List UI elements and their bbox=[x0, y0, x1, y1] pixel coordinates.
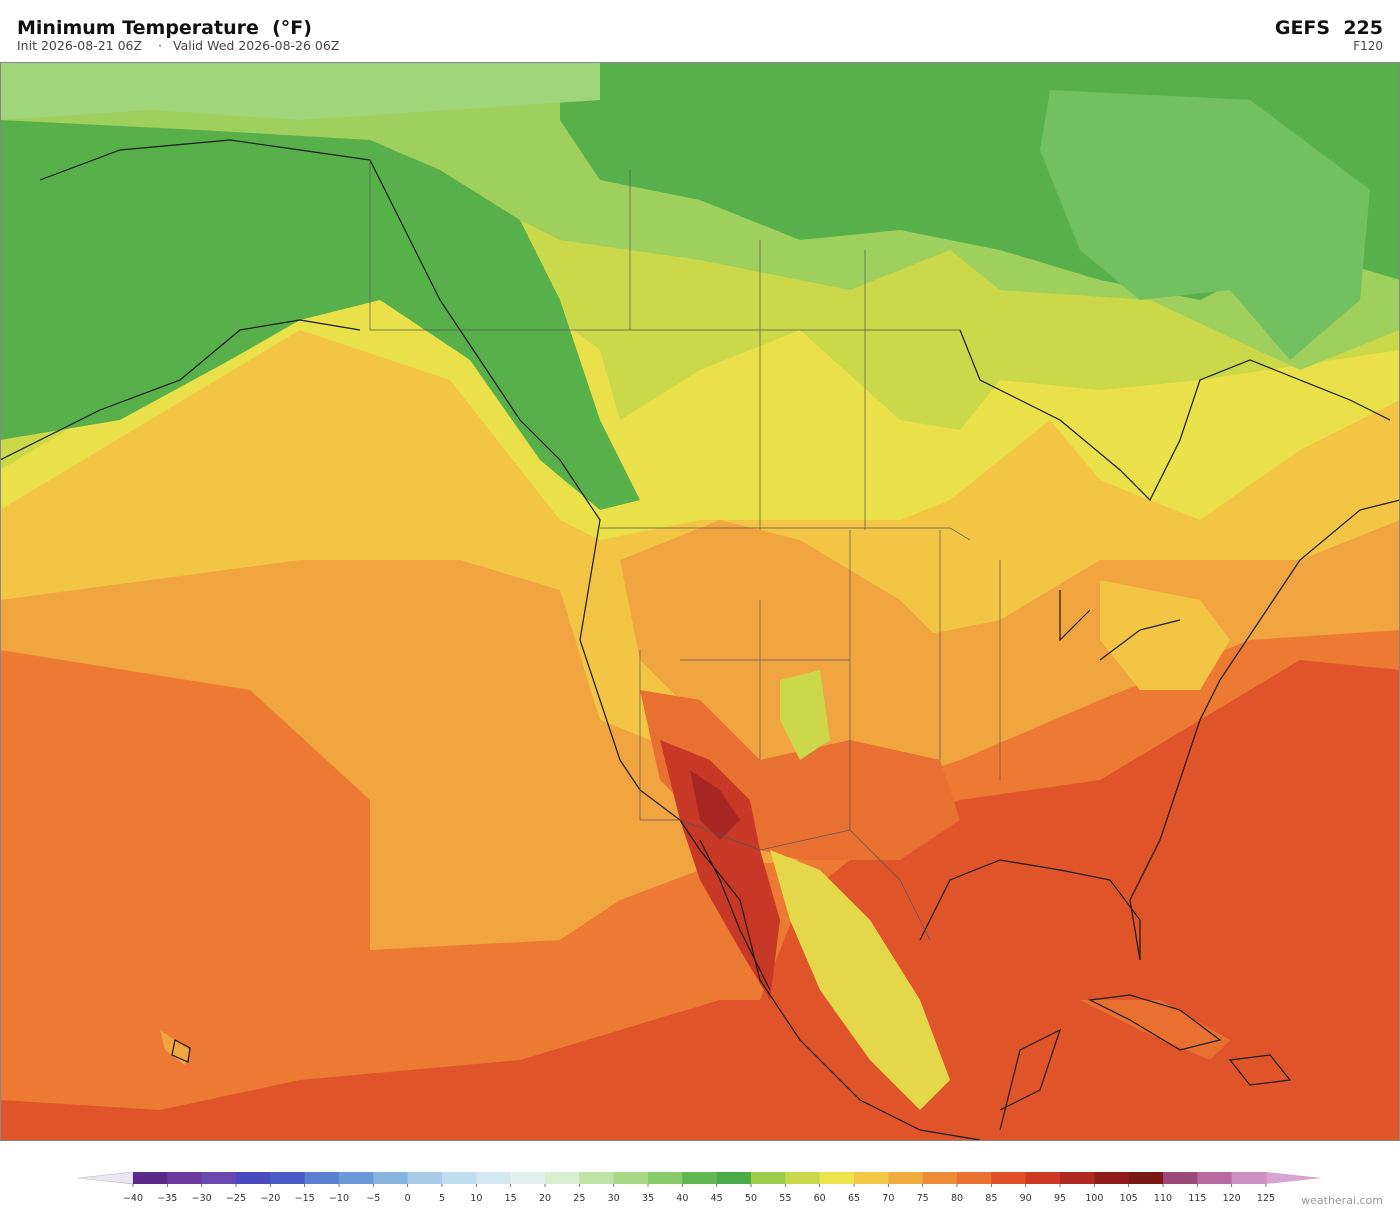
colorbar-segment bbox=[1094, 1172, 1130, 1184]
temperature-field bbox=[620, 520, 1000, 770]
colorbar-segment bbox=[545, 1172, 580, 1184]
colorbar-tick-label: 70 bbox=[882, 1193, 894, 1204]
colorbar-tick-label: −20 bbox=[260, 1193, 280, 1204]
colorbar-tick-label: 60 bbox=[814, 1193, 826, 1204]
colorbar-tick-label: 40 bbox=[676, 1193, 688, 1204]
colorbar-segment bbox=[510, 1172, 546, 1184]
temperature-field bbox=[0, 120, 640, 510]
colorbar-segment bbox=[236, 1172, 271, 1184]
colorbar-segment bbox=[888, 1172, 924, 1184]
colorbar-segment bbox=[1197, 1172, 1233, 1184]
colorbar-segment bbox=[304, 1172, 340, 1184]
temperature-field bbox=[1040, 90, 1370, 360]
colorbar-tick-label: 50 bbox=[745, 1193, 757, 1204]
colorbar-tick-label: 80 bbox=[951, 1193, 963, 1204]
colorbar-tick-label: 95 bbox=[1054, 1193, 1066, 1204]
colorbar-segment bbox=[682, 1172, 718, 1184]
separator: · bbox=[158, 38, 162, 53]
colorbar-segment bbox=[957, 1172, 992, 1184]
colorbar-over bbox=[1266, 1172, 1322, 1184]
colorbar-tick-label: −40 bbox=[123, 1193, 143, 1204]
colorbar-tick-label: −10 bbox=[329, 1193, 349, 1204]
colorbar-segment bbox=[1231, 1172, 1267, 1184]
colorbar-tick-label: 30 bbox=[608, 1193, 620, 1204]
colorbar-segment bbox=[613, 1172, 649, 1184]
coastline bbox=[959, 329, 1391, 661]
colorbar-tick-label: −15 bbox=[295, 1193, 315, 1204]
colorbar-tick-label: 0 bbox=[405, 1193, 411, 1204]
colorbar-tick-label: −5 bbox=[366, 1193, 380, 1204]
colorbar-tick-label: 100 bbox=[1085, 1193, 1103, 1204]
colorbar-tick-label: 5 bbox=[439, 1193, 445, 1204]
forecast-hour: F120 bbox=[1353, 39, 1383, 53]
map bbox=[0, 62, 1400, 1141]
model-name: GEFS 225 bbox=[1275, 17, 1383, 39]
colorbar-segment bbox=[579, 1172, 615, 1184]
colorbar-segment bbox=[339, 1172, 374, 1184]
colorbar-tick-label: 125 bbox=[1257, 1193, 1275, 1204]
colorbar-tick-label: 90 bbox=[1020, 1193, 1032, 1204]
colorbar-segment bbox=[991, 1172, 1027, 1184]
colorbar-segment bbox=[1060, 1172, 1095, 1184]
coastline bbox=[699, 839, 771, 991]
colorbar: −40 −35 −30 −25 −20 −15 −10 −5 0 5 10 15 20 25 30 35 40 4… bbox=[77, 1171, 1322, 1204]
colorbar-tick-label: 120 bbox=[1223, 1193, 1241, 1204]
temperature-field bbox=[0, 62, 600, 120]
colorbar-tick-label: 25 bbox=[573, 1193, 585, 1204]
temperature-field bbox=[770, 850, 950, 1110]
colorbar-segment bbox=[1163, 1172, 1198, 1184]
colorbar-tick-label: 35 bbox=[642, 1193, 654, 1204]
colorbar-tick-label: 65 bbox=[848, 1193, 860, 1204]
colorbar-under bbox=[77, 1171, 134, 1185]
colorbar-tick-label: −25 bbox=[226, 1193, 246, 1204]
colorbar-tick-label: −35 bbox=[157, 1193, 177, 1204]
temperature-field bbox=[780, 670, 830, 760]
coastline bbox=[171, 994, 1292, 1086]
colorbar-tick-label: 15 bbox=[505, 1193, 517, 1204]
colorbar-segment bbox=[133, 1172, 168, 1184]
colorbar-segment bbox=[854, 1172, 889, 1184]
temperature-field bbox=[160, 1030, 190, 1065]
colorbar-segment bbox=[201, 1172, 237, 1184]
coastline bbox=[919, 499, 1400, 1131]
colorbar-tick-label: 20 bbox=[539, 1193, 551, 1204]
colorbar-segment bbox=[373, 1172, 409, 1184]
colorbar-segment bbox=[819, 1172, 855, 1184]
coastline bbox=[39, 139, 981, 1141]
colorbar-segment bbox=[407, 1172, 443, 1184]
coastline bbox=[0, 319, 361, 461]
colorbar-segment bbox=[476, 1172, 512, 1184]
colorbar-segment bbox=[1128, 1172, 1164, 1184]
colorbar-segment bbox=[270, 1172, 306, 1184]
colorbar-tick-label: 75 bbox=[917, 1193, 929, 1204]
colorbar-tick-label: 85 bbox=[985, 1193, 997, 1204]
colorbar-tick-label: 45 bbox=[711, 1193, 723, 1204]
political-border bbox=[369, 160, 1001, 941]
colorbar-segment bbox=[167, 1172, 203, 1184]
colorbar-tick-label: 115 bbox=[1188, 1193, 1206, 1204]
colorbar-segment bbox=[922, 1172, 958, 1184]
colorbar-segment bbox=[1025, 1172, 1061, 1184]
temperature-field bbox=[1080, 1000, 1230, 1060]
colorbar-segment bbox=[442, 1172, 477, 1184]
colorbar-segment bbox=[716, 1172, 752, 1184]
valid-time: Valid Wed 2026-08-26 06Z bbox=[173, 38, 339, 53]
colorbar-tick-label: 10 bbox=[470, 1193, 482, 1204]
colorbar-segment bbox=[751, 1172, 786, 1184]
colorbar-tick-label: 105 bbox=[1120, 1193, 1138, 1204]
colorbar-tick-label: −30 bbox=[192, 1193, 212, 1204]
colorbar-tick-label: 110 bbox=[1154, 1193, 1172, 1204]
init-time: Init 2026-08-21 06Z bbox=[17, 38, 142, 53]
temperature-field bbox=[660, 740, 780, 1000]
watermark: weatherai.com bbox=[1301, 1194, 1383, 1207]
colorbar-segment bbox=[785, 1172, 821, 1184]
colorbar-tick-label: 55 bbox=[779, 1193, 791, 1204]
title: Minimum Temperature (°F) bbox=[17, 17, 312, 39]
colorbar-segment bbox=[648, 1172, 683, 1184]
temperature-field bbox=[1100, 580, 1230, 690]
temperature-field bbox=[690, 770, 740, 840]
